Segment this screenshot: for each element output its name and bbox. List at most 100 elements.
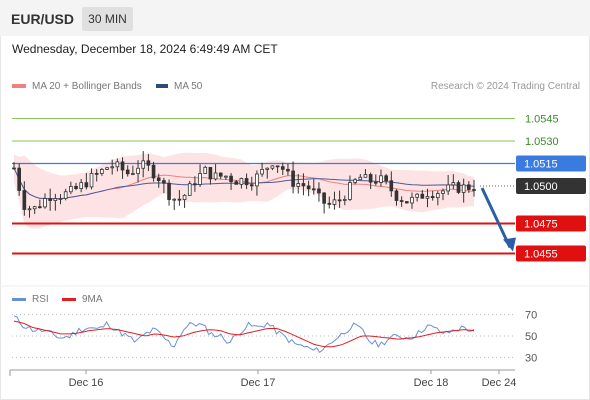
- candle-up: [255, 173, 259, 187]
- legend-rsi-label: RSI: [32, 294, 49, 305]
- candle-up: [224, 175, 228, 178]
- candle-down: [177, 198, 182, 201]
- candle-up: [182, 194, 187, 200]
- candle-up: [115, 161, 120, 168]
- candle-up: [79, 182, 84, 190]
- candle-down: [373, 181, 378, 184]
- x-tick-label: Dec 24: [482, 377, 517, 389]
- candle-down: [286, 168, 290, 172]
- candle-up: [379, 175, 383, 183]
- candle-up: [446, 184, 450, 192]
- candle-up: [32, 206, 37, 210]
- 9ma-swatch-icon: [62, 297, 76, 301]
- candle-up: [136, 167, 140, 174]
- candle-down: [229, 175, 233, 183]
- candle-down: [74, 185, 78, 190]
- ma50-swatch-icon: [156, 84, 168, 89]
- candle-up: [187, 183, 192, 196]
- candle-down: [12, 167, 16, 170]
- forecast-arrow-head: [503, 237, 516, 252]
- candle-up: [43, 198, 47, 208]
- x-tick-label: Dec 16: [69, 377, 104, 389]
- ma50-line: [13, 167, 475, 200]
- candle-down: [193, 183, 197, 186]
- candle-up: [363, 174, 368, 178]
- candle-up: [27, 208, 32, 211]
- candle-down: [156, 177, 161, 181]
- candle-down: [218, 172, 223, 177]
- resistance-label: 1.0530: [525, 136, 559, 148]
- candle-down: [301, 183, 306, 187]
- legend-9ma: 9MA: [62, 294, 103, 305]
- candle-down: [472, 189, 476, 191]
- candle-up: [53, 198, 58, 201]
- candle-down: [327, 202, 332, 205]
- candle-down: [456, 182, 461, 193]
- candle-down: [120, 161, 125, 171]
- candle-up: [353, 179, 357, 183]
- candle-down: [404, 201, 409, 204]
- candle-down: [430, 196, 435, 199]
- candle-up: [203, 166, 208, 174]
- candle-down: [94, 172, 99, 175]
- pivot-tag: [516, 155, 586, 172]
- support-label: 1.0475: [524, 219, 558, 231]
- candle-up: [435, 193, 440, 199]
- ma20-swatch-icon: [12, 84, 26, 89]
- candle-down: [17, 167, 21, 191]
- candle-up: [451, 182, 456, 186]
- support-tag: [516, 215, 586, 232]
- resistance-label: 1.0545: [525, 114, 559, 126]
- candle-down: [125, 169, 130, 175]
- candle-up: [100, 169, 104, 174]
- candle-up: [172, 198, 177, 201]
- x-tick-label: Dec 18: [414, 377, 449, 389]
- candle-down: [368, 174, 373, 183]
- candle-up: [69, 185, 73, 193]
- candle-down: [280, 166, 285, 170]
- legend-ma50: MA 50: [156, 81, 202, 92]
- candle-up: [332, 199, 337, 205]
- candle-down: [244, 178, 249, 186]
- candle-down: [38, 206, 42, 209]
- pivot-label: 1.0515: [524, 159, 558, 171]
- current-price-label: 1.0500: [524, 181, 558, 193]
- timeframe-badge[interactable]: 30 MIN: [82, 7, 133, 31]
- rsi-ma-line: [13, 320, 475, 348]
- candle-down: [48, 198, 53, 201]
- rsi-tick-label: 70: [525, 310, 537, 322]
- legend-ma20: MA 20 + Bollinger Bands: [12, 81, 142, 92]
- candle-down: [384, 175, 388, 182]
- candle-up: [342, 199, 347, 201]
- x-tick-label: Dec 17: [241, 377, 276, 389]
- legend-ma50-label: MA 50: [174, 81, 203, 92]
- candle-down: [146, 160, 151, 166]
- candle-down: [234, 181, 239, 185]
- rsi-swatch-icon: [12, 297, 26, 301]
- candle-down: [394, 190, 399, 201]
- candle-down: [84, 182, 89, 188]
- candle-up: [358, 176, 363, 181]
- candle-up: [265, 167, 270, 170]
- candle-down: [291, 170, 295, 187]
- candle-down: [322, 192, 326, 204]
- legend-9ma-label: 9MA: [82, 294, 103, 305]
- candle-up: [89, 172, 94, 188]
- candle-up: [410, 196, 414, 204]
- candle-down: [317, 188, 321, 194]
- candle-up: [58, 198, 63, 200]
- candle-down: [151, 164, 156, 179]
- candle-down: [399, 200, 404, 202]
- legend-rsi: RSI: [12, 294, 49, 305]
- candle-up: [131, 173, 135, 175]
- candle-down: [389, 180, 394, 192]
- candle-up: [198, 173, 202, 185]
- candle-down: [306, 185, 311, 190]
- candle-up: [105, 167, 109, 170]
- candle-up: [348, 182, 352, 200]
- candle-up: [415, 193, 419, 198]
- current-price-tag: [516, 178, 586, 194]
- candle-down: [249, 184, 254, 187]
